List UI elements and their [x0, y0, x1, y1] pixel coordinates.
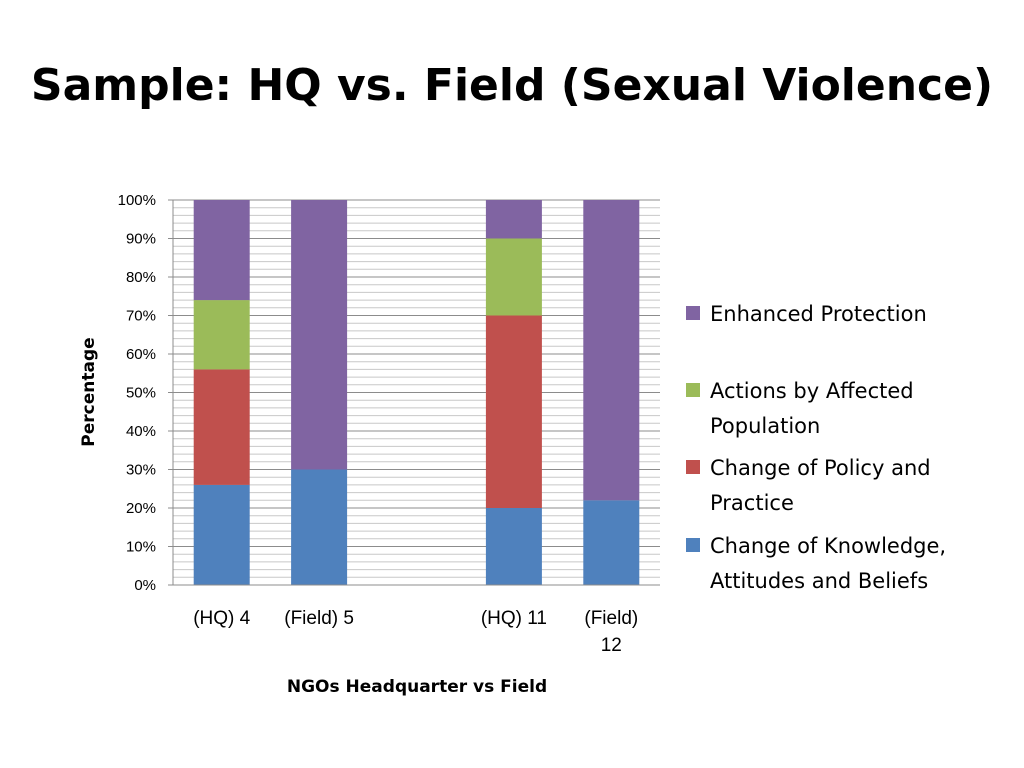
y-tick-label: 70%: [126, 308, 156, 325]
bar-segment-5-series-1: [583, 500, 640, 585]
bar-segment-2-series-4: [291, 200, 348, 470]
chart-gridlines: [173, 199, 660, 586]
bar-segment-4-series-3: [485, 238, 542, 316]
legend-label: Population: [710, 414, 820, 438]
legend-label: Attitudes and Beliefs: [710, 569, 928, 593]
legend-label: Actions by Affected: [710, 379, 914, 403]
bar-segment-4-series-1: [485, 508, 542, 585]
legend-swatch: [686, 538, 700, 552]
x-tick-labels: (HQ) 4 (Field) 5 (HQ) 11 (Field) 12: [193, 608, 638, 656]
y-tick-label: 90%: [126, 231, 156, 248]
y-tick-label: 20%: [126, 500, 156, 517]
legend-label: Change of Policy and: [710, 456, 931, 480]
bar-segment-1-series-4: [193, 200, 250, 301]
bar-segment-2-series-1: [291, 469, 348, 585]
bar-segment-4-series-4: [485, 200, 542, 239]
y-tick-label: 30%: [126, 462, 156, 479]
y-axis-title: Percentage: [79, 337, 99, 446]
legend-label: Change of Knowledge,: [710, 534, 946, 558]
chart-axes: [168, 199, 660, 586]
chart-legend: Enhanced Protection Actions by Affected Po…: [686, 302, 946, 593]
x-category-label: (Field) 5: [284, 608, 354, 629]
bar-segment-1-series-1: [193, 484, 250, 585]
legend-label: Practice: [710, 491, 794, 515]
x-category-label: (HQ) 4: [193, 608, 250, 629]
legend-swatch: [686, 306, 700, 320]
x-category-label: 12: [601, 635, 622, 656]
bar-segment-5-series-4: [583, 200, 640, 501]
x-category-label: (HQ) 11: [481, 608, 547, 629]
y-tick-label: 60%: [126, 346, 156, 363]
chart-bars: [193, 200, 640, 585]
bar-segment-1-series-2: [193, 369, 250, 485]
y-tick-labels: 0% 10% 20% 30% 40% 50% 60% 70% 80% 90% 100%: [118, 192, 156, 594]
y-tick-label: 40%: [126, 423, 156, 440]
bar-segment-4-series-2: [485, 315, 542, 508]
x-axis-title: NGOs Headquarter vs Field: [287, 677, 547, 697]
y-tick-label: 80%: [126, 269, 156, 286]
bar-segment-1-series-3: [193, 300, 250, 370]
legend-label: Enhanced Protection: [710, 302, 927, 326]
legend-swatch: [686, 383, 700, 397]
y-tick-label: 50%: [126, 385, 156, 402]
legend-swatch: [686, 460, 700, 474]
y-tick-label: 10%: [126, 539, 156, 556]
y-tick-label: 0%: [134, 577, 156, 594]
y-tick-label: 100%: [118, 192, 156, 209]
slide-title: Sample: HQ vs. Field (Sexual Violence): [30, 60, 994, 111]
x-category-label: (Field): [584, 608, 638, 629]
